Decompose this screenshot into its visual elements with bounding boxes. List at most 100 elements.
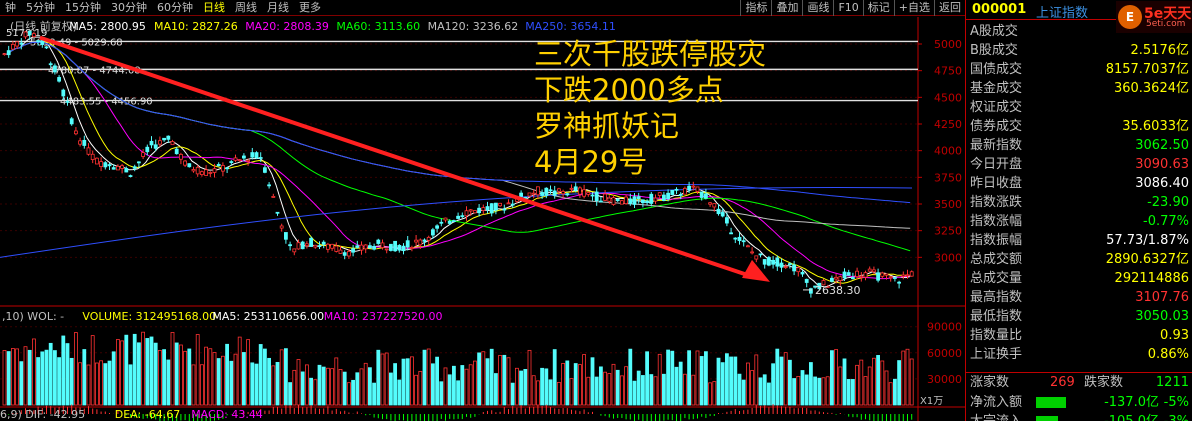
volume-bar — [107, 360, 112, 406]
volume-bar — [334, 357, 339, 406]
flow-percent: -5% — [1163, 395, 1189, 410]
volume-bar — [208, 348, 213, 406]
candle-body — [36, 40, 40, 43]
volume-bar — [472, 360, 477, 406]
period-tab[interactable]: 日线 — [203, 1, 225, 14]
volume-bar — [183, 350, 188, 406]
volume-indicator-label: VOLUME: 312495168.00 — [82, 310, 216, 323]
period-tab[interactable]: 30分钟 — [111, 1, 147, 14]
volume-bar — [456, 380, 461, 406]
volume-bar — [351, 379, 356, 406]
quote-value: 3090.63 — [1135, 157, 1189, 172]
quote-row: 昨日收盘 3086.40 — [966, 174, 1192, 193]
candle-body — [813, 285, 817, 288]
candle-body — [447, 220, 452, 224]
candle-body — [401, 245, 406, 252]
volume-bar — [145, 338, 150, 406]
volume-bar — [271, 365, 276, 406]
volume-bar — [342, 371, 347, 406]
quote-value: 292114886 — [1114, 271, 1189, 286]
volume-bar — [519, 370, 523, 406]
candle-body — [477, 207, 482, 214]
volume-bar — [842, 358, 847, 406]
tool-button[interactable]: +自选 — [893, 0, 934, 16]
logo-subtext: 5eti.com — [1146, 19, 1186, 29]
tool-button[interactable]: 画线 — [802, 0, 833, 16]
ma-line — [2, 36, 911, 288]
volume-bar — [897, 360, 901, 406]
period-tab[interactable]: 5分钟 — [26, 1, 55, 14]
volume-bar — [275, 361, 280, 406]
candle-body — [569, 187, 574, 190]
volume-bar — [36, 357, 40, 406]
volume-bar — [330, 368, 335, 406]
tool-button[interactable]: 指标 — [740, 0, 771, 16]
volume-bar — [250, 362, 255, 406]
volume-bar — [409, 356, 414, 406]
candle-body — [393, 240, 398, 252]
candle-body — [624, 196, 628, 205]
candle-body — [422, 239, 427, 242]
ma-indicator-label: (日线 前复权) — [10, 19, 77, 33]
period-tab[interactable]: 周线 — [235, 1, 257, 14]
annotation-line: 下跌2000多点 — [534, 73, 724, 107]
candle-body — [792, 264, 796, 272]
volume-bar — [741, 379, 746, 406]
quote-value: 8157.7037亿 — [1105, 62, 1189, 77]
ma-indicator-label: MA10: 2827.26 — [154, 20, 238, 33]
period-tab[interactable]: 15分钟 — [65, 1, 101, 14]
tool-button[interactable]: 返回 — [934, 0, 965, 16]
candle-body — [603, 193, 607, 201]
candle-body — [615, 198, 620, 202]
candle-body — [116, 166, 120, 171]
candle-body — [527, 192, 532, 197]
candle-body — [69, 118, 74, 125]
period-tabs: 钟 5分钟 15分钟 30分钟 60分钟 日线 周线 月线 更多 — [0, 0, 326, 16]
candle-body — [10, 43, 15, 50]
volume-bar — [321, 366, 326, 406]
candle-body — [128, 175, 133, 177]
candle-body — [712, 203, 717, 208]
volume-bar — [540, 367, 544, 406]
volume-bar — [683, 373, 687, 406]
ma-indicator-label: MA20: 2808.39 — [245, 20, 329, 33]
volume-bar — [548, 379, 553, 406]
volume-bar — [729, 356, 733, 406]
quote-value: 0.93 — [1160, 328, 1189, 343]
candle-body — [867, 268, 872, 272]
quote-row: 指数量比 0.93 — [966, 326, 1192, 345]
candle-body — [834, 276, 838, 280]
volume-bar — [124, 334, 129, 406]
tool-button[interactable]: 叠加 — [771, 0, 802, 16]
volume-bar — [636, 370, 641, 406]
period-tab[interactable]: 月线 — [267, 1, 289, 14]
brand-logo: E 5e天天 5eti.com — [1116, 1, 1192, 33]
volume-bar — [813, 376, 817, 406]
candle-body — [510, 203, 515, 206]
candle-body — [464, 210, 469, 217]
candle-body — [599, 200, 603, 203]
index-name[interactable]: 上证指数 — [1036, 6, 1089, 21]
tool-button[interactable]: F10 — [833, 0, 862, 16]
candle-body — [321, 241, 326, 245]
candle-body — [309, 237, 314, 247]
volume-bar — [82, 349, 87, 406]
period-tab[interactable]: 更多 — [299, 1, 321, 14]
candle-body — [208, 172, 213, 174]
tool-button[interactable]: 标记 — [862, 0, 894, 16]
volume-bar — [599, 366, 603, 406]
chart-area[interactable]: 5000 4750 4500 4250 4000 3750 3500 3250 3000 9000… — [0, 0, 965, 421]
breadth-row: 涨家数 269 跌家数 1211 — [966, 372, 1192, 391]
period-tab[interactable]: 钟 — [5, 1, 16, 14]
candle-body — [628, 198, 633, 204]
volume-bar — [527, 349, 532, 406]
candle-body — [884, 273, 889, 276]
volume-bar — [380, 353, 385, 406]
volume-bar — [594, 376, 599, 406]
volume-bar — [569, 378, 574, 406]
period-tab[interactable]: 60分钟 — [157, 1, 193, 14]
volume-bar — [750, 370, 754, 406]
candle-body — [552, 190, 557, 196]
volume-bar — [19, 361, 24, 406]
candle-body — [758, 253, 763, 256]
